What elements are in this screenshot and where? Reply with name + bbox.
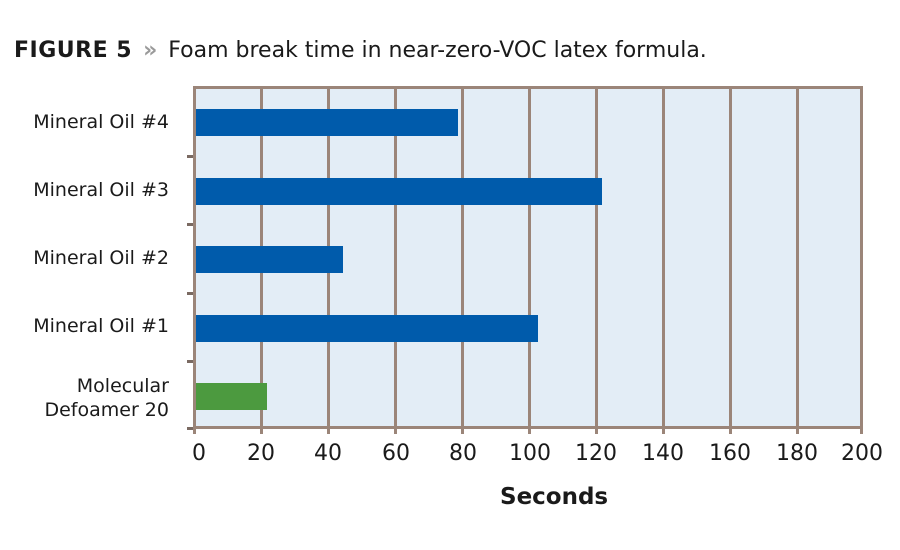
bar-mineral-oil-3 — [196, 178, 602, 205]
y-label-mineral-oil-3: Mineral Oil #3 — [33, 179, 169, 201]
x-tick-label: 200 — [841, 441, 883, 466]
gridline-80 — [461, 89, 464, 426]
y-label-line2: Defoamer 20 — [44, 399, 169, 421]
x-tick-label: 40 — [314, 441, 342, 466]
y-tick — [187, 360, 193, 363]
x-tick — [860, 428, 863, 434]
x-tick — [662, 428, 665, 434]
y-label-line1: Molecular — [76, 375, 169, 397]
gridline-120 — [595, 89, 598, 426]
x-tick-label: 100 — [509, 441, 551, 466]
x-tick-label: 140 — [642, 441, 684, 466]
x-tick — [260, 428, 263, 434]
x-tick — [528, 428, 531, 434]
y-label-mineral-oil-1: Mineral Oil #1 — [33, 315, 169, 337]
x-tick-label: 180 — [776, 441, 818, 466]
y-tick — [187, 155, 193, 158]
gridline-60 — [394, 89, 397, 426]
x-tick — [394, 428, 397, 434]
plot-area — [193, 86, 863, 429]
gridline-100 — [528, 89, 531, 426]
bar-molecular-defoamer-20 — [196, 383, 267, 410]
y-label-mineral-oil-4: Mineral Oil #4 — [33, 111, 169, 133]
y-tick — [187, 427, 193, 430]
x-axis-title: Seconds — [500, 484, 609, 510]
x-tick-label: 160 — [709, 441, 751, 466]
gridline-160 — [729, 89, 732, 426]
bar-mineral-oil-4 — [196, 109, 458, 136]
x-tick — [193, 428, 196, 434]
bar-mineral-oil-1 — [196, 315, 538, 342]
figure-label: FIGURE 5 — [14, 38, 133, 63]
x-tick — [595, 428, 598, 434]
y-tick — [187, 292, 193, 295]
x-tick — [729, 428, 732, 434]
x-tick-label: 120 — [575, 441, 617, 466]
x-tick — [327, 428, 330, 434]
x-tick-label: 60 — [382, 441, 410, 466]
figure-title: FIGURE 5 » Foam break time in near-zero-… — [14, 38, 707, 63]
bar-mineral-oil-2 — [196, 246, 343, 273]
gridline-140 — [662, 89, 665, 426]
x-tick-label: 0 — [192, 441, 206, 466]
y-label-molecular-defoamer-20: Molecular Defoamer 20 — [44, 374, 169, 422]
chevron-separator-icon: » — [143, 38, 158, 63]
figure-caption: Foam break time in near-zero-VOC latex f… — [168, 38, 707, 63]
x-tick — [461, 428, 464, 434]
x-tick-label: 20 — [247, 441, 275, 466]
y-label-mineral-oil-2: Mineral Oil #2 — [33, 247, 169, 269]
x-tick — [796, 428, 799, 434]
y-tick — [187, 223, 193, 226]
gridline-180 — [796, 89, 799, 426]
x-tick-label: 80 — [449, 441, 477, 466]
